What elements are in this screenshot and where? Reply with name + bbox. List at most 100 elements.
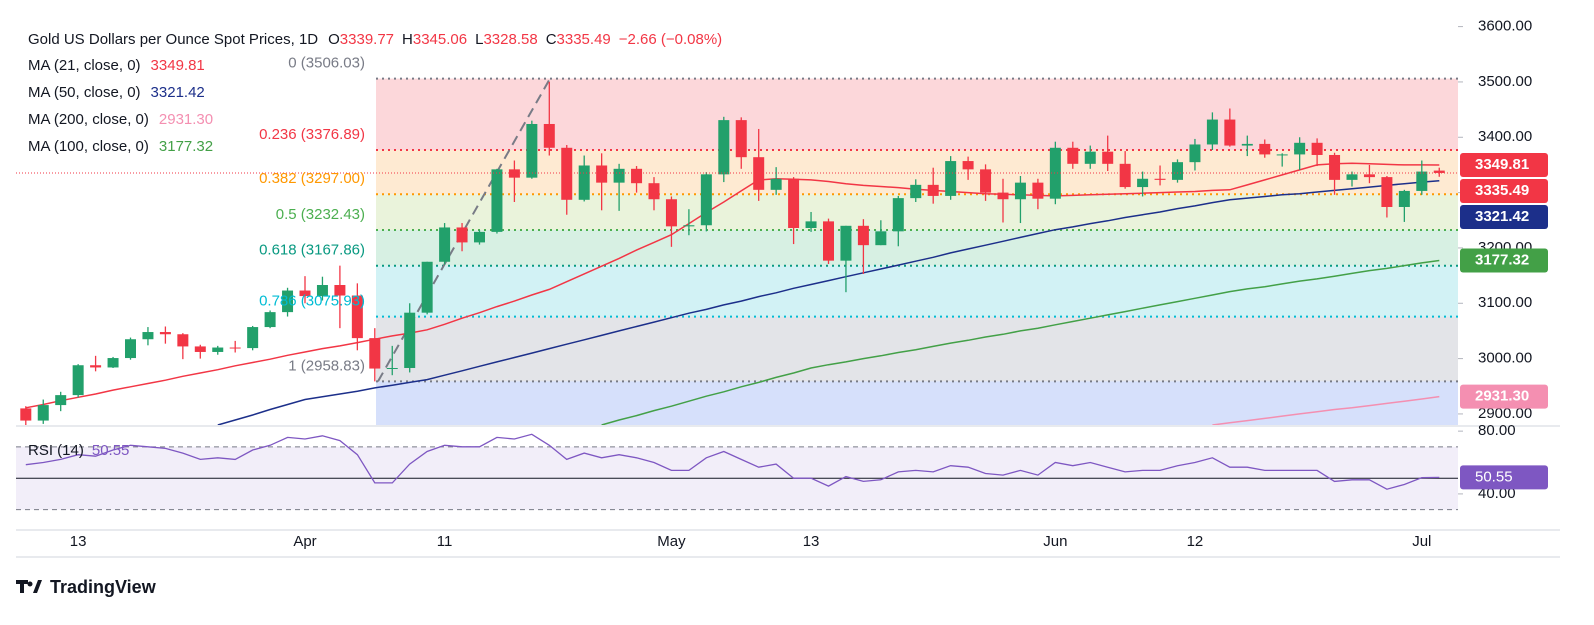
ma-value: 3321.42 [151,84,205,101]
price-badge-label: 2931.30 [1475,388,1529,405]
fib-label: 0 (3506.03) [288,55,365,72]
fib-label: 0.618 (3167.86) [259,242,365,259]
candle-body [1172,162,1183,180]
fib-zone [376,194,1458,230]
candle-body [1224,119,1236,146]
ma-value: 3177.32 [159,138,213,155]
ma-name: MA (50, close, 0) [28,84,141,101]
logo [16,580,42,593]
fib-zone [376,78,1458,151]
ma-value: 2931.30 [159,111,213,128]
candle-body [543,123,555,148]
candle-body [1067,147,1079,164]
ohlc-key: C [546,31,557,48]
candle-body [718,120,730,175]
candle-body [997,192,1009,200]
x-tick-label: May [657,533,686,550]
candle-body [683,225,695,227]
candle-body [1311,142,1323,155]
candle-body [753,157,765,190]
ma-name: MA (200, close, 0) [28,111,149,128]
x-tick-label: 13 [70,533,87,550]
price-badge-label: 3321.42 [1475,208,1529,225]
candle-body [840,225,852,261]
ma-line [1212,395,1440,425]
ohlc-value: 3328.58 [483,31,537,48]
candle-body [1014,182,1026,200]
brand: TradingView [50,577,157,597]
ma-legend: MA (100, close, 0) 3177.32 [28,138,213,155]
candle-body [875,231,887,246]
rsi-badge-label: 50.55 [1475,468,1513,485]
price-badge [1460,384,1548,409]
ohlc-key: L [475,31,483,48]
fib-zone [376,381,1458,425]
candle-body [788,178,800,229]
candle-body [665,199,677,227]
x-tick-label: Jun [1043,533,1067,550]
ma-legend: MA (50, close, 0) 3321.42 [28,84,205,101]
change: −2.66 (−0.08%) [619,31,722,48]
candle-body [735,120,747,158]
candle-body [316,285,328,297]
candle-body [526,123,538,178]
price-badge [1460,205,1548,230]
candle-body [421,261,433,313]
candle-body [369,338,381,369]
candle-body [1398,190,1410,207]
fib-label: 0.236 (3376.89) [259,126,365,143]
trend-line [377,78,551,382]
fib-label: 0.382 (3297.00) [259,170,365,187]
candle-body [1032,182,1044,199]
rsi-badge [1460,465,1548,490]
candle-body [20,408,32,421]
candle-body [892,198,904,232]
price-badge [1460,179,1548,204]
candle-body [282,290,294,313]
candle-body [107,358,119,368]
ma-legend: MA (21, close, 0) 3349.81 [28,57,205,74]
candle-body [1241,143,1253,146]
candle-body [1084,151,1096,164]
candle-body [561,147,573,200]
rsi-name: RSI (14) [28,442,84,459]
candle-body [1416,171,1428,191]
candle-body [910,184,922,199]
ma-line [25,162,1440,409]
candle-body [1381,177,1393,207]
ohlc-key: H [402,31,413,48]
candle-body [1119,163,1131,188]
candle-body [456,227,468,243]
candle-body [1329,154,1341,180]
candle-body [72,365,84,396]
ohlc-value: 3335.49 [557,31,611,48]
candle-body [1102,151,1114,164]
candle-body [805,221,817,229]
fib-label: 0.786 (3075.93) [259,293,365,310]
ma-line [217,179,1440,425]
candle-body [90,365,102,368]
candle-body [980,169,992,193]
candle-body [596,165,608,183]
y-tick-label: 3400.00 [1478,128,1532,145]
candle-body [474,231,485,243]
y-tick-label: 3000.00 [1478,350,1532,367]
ohlc-value: 3339.77 [340,31,394,48]
candle-body [1363,174,1375,178]
x-tick-label: 12 [1187,533,1204,550]
ma-legend: MA (200, close, 0) 2931.30 [28,111,213,128]
candle-body [177,334,189,347]
ma-name: MA (100, close, 0) [28,138,149,155]
x-tick-label: 13 [803,533,820,550]
candle-body [1137,178,1149,188]
candle-body [1294,142,1306,155]
chart-title: Gold US Dollars per Ounce Spot Prices, 1… [28,31,318,48]
fib-zone [376,229,1458,266]
candle-body [962,161,974,170]
candle-body [142,332,154,340]
candle-body [578,165,590,200]
y-tick-label: 80.00 [1478,422,1516,439]
candle-body [631,168,643,184]
candle-body [212,347,224,352]
price-badge-label: 3335.49 [1475,182,1529,199]
